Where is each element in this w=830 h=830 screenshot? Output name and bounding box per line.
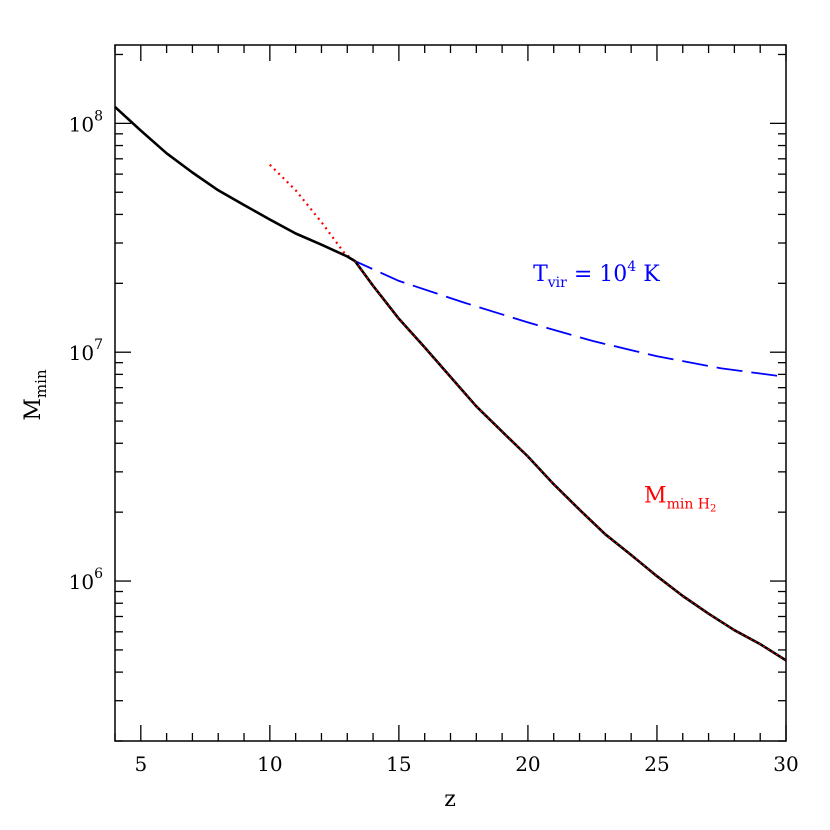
y-axis-label: Mmin [21,369,50,421]
x-axis-label: z [444,787,456,812]
axis-ticks [114,45,787,742]
series-line-tvir [114,106,787,378]
x-tick-label: 15 [386,752,411,776]
series-line-combined [114,105,787,662]
y-tick-label: 106 [69,566,103,594]
x-tick-label: 25 [644,752,669,776]
x-tick-label: 30 [773,752,798,776]
y-axis-label-main: M [21,398,46,421]
x-tick-label: 5 [134,752,147,776]
plot-frame [114,44,787,742]
annotations: Tvir = 104 K Mmin H2 [533,259,716,515]
x-tick-label: 10 [257,752,282,776]
x-tick-label: 20 [515,752,540,776]
tick-labels: 5 10 15 20 25 30 106 107 108 [69,108,799,776]
annotation-h2-label: Mmin H2 [644,484,716,515]
y-tick-label: 108 [69,108,103,136]
y-tick-label: 107 [69,337,103,365]
series-line-h2 [269,163,787,662]
plot-lines [114,105,787,662]
annotation-tvir-label: Tvir = 104 K [533,259,660,291]
y-axis-label-sub: min [32,369,50,398]
series-line-h2-overlay [354,260,787,661]
